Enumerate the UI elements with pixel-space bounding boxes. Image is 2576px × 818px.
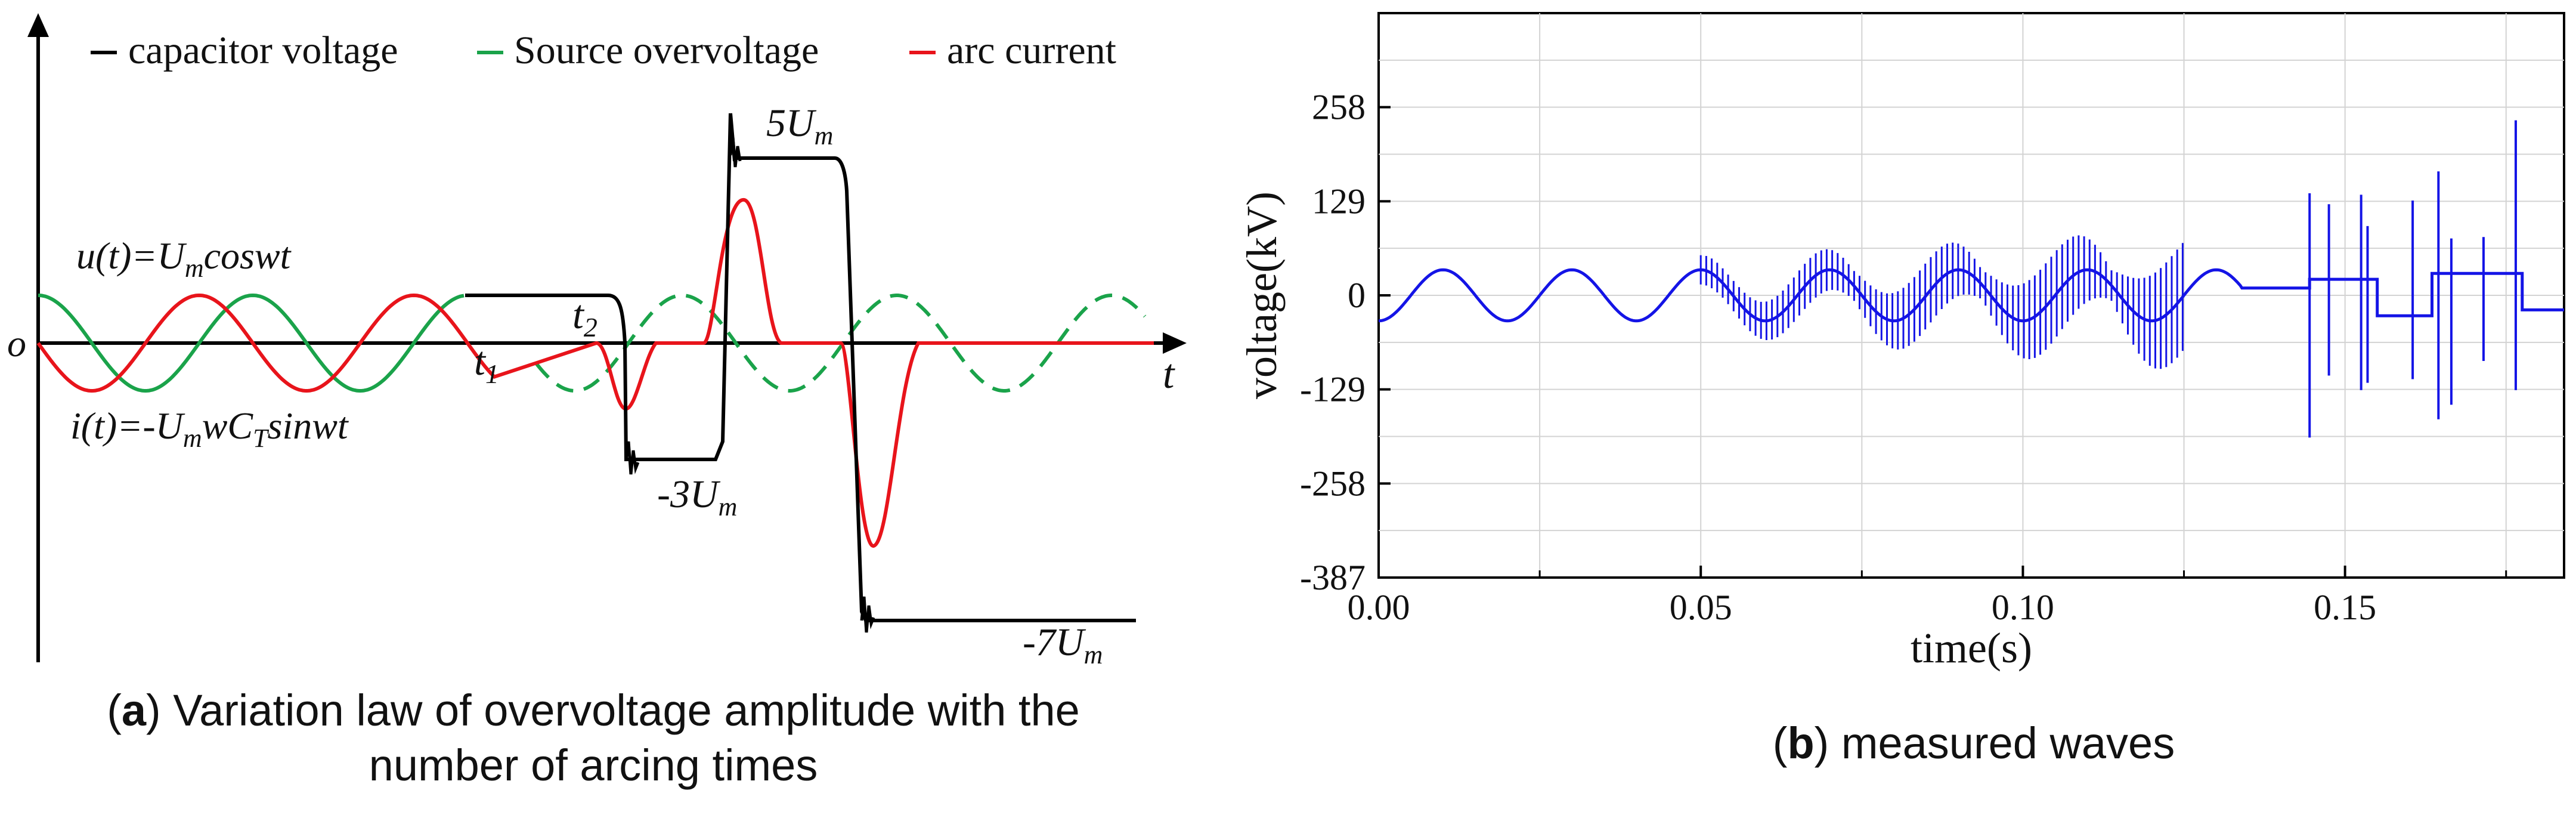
ringing-minus-3	[624, 441, 640, 475]
panel-b-plot: 0.00 0.05 0.10 0.15 258 129 0 -129 -258 -387 time…	[1238, 12, 2565, 672]
label-minus-7um: -7Um	[1023, 621, 1103, 669]
measured-wave-spikes	[1699, 235, 2184, 369]
origin-label: o	[7, 322, 26, 365]
caption-a-text: ) Variation law of overvoltage amplitude…	[146, 686, 1080, 735]
caption-b: (b) measured waves	[1550, 716, 2397, 771]
legend-label-source-overvoltage: Source overvoltage	[514, 29, 819, 72]
capacitor-voltage-line	[465, 113, 1136, 622]
caption-b-text: ) measured waves	[1814, 718, 2175, 768]
measured-wave	[1378, 120, 2564, 438]
y-tick-label: -387	[1300, 558, 1366, 597]
caption-a-letter: a	[121, 686, 147, 735]
caption-a: (a) Variation law of overvoltage amplitu…	[0, 683, 1187, 793]
y-tick-label: -258	[1300, 464, 1366, 503]
label-minus-3um: -3Um	[657, 473, 737, 521]
formula-u: u(t)=Umcoswt	[76, 234, 292, 283]
measured-wave-line	[1378, 268, 2564, 323]
x-axis-title-b: time(s)	[1911, 624, 2032, 672]
ringing-minus-7	[860, 596, 875, 633]
x-tick-label: 0.00	[1348, 588, 1410, 627]
caption-b-open: (	[1772, 718, 1788, 768]
ticks-b: 0.00 0.05 0.10 0.15 258 129 0 -129 -258 -387	[1300, 88, 2507, 627]
t-axis-label: t	[1163, 351, 1175, 397]
x-tick-label: 0.10	[1992, 588, 2054, 627]
grid-b	[1379, 13, 2564, 578]
ringing-5um	[729, 137, 742, 168]
panel-a-plot: capacitor voltage Source overvoltage arc…	[7, 13, 1187, 669]
y-axis-title-b: voltage(kV)	[1238, 192, 1286, 399]
caption-a-open: (	[107, 686, 122, 735]
arc-current-line	[36, 198, 1154, 548]
x-tick-label: 0.05	[1670, 588, 1732, 627]
t2-label: t2	[572, 292, 597, 342]
panel-a-curves	[36, 113, 1154, 633]
t1-label: t1	[474, 338, 499, 389]
y-tick-label: 258	[1312, 88, 1366, 127]
legend-label-arc-current: arc current	[947, 29, 1116, 72]
x-tick-label: 0.15	[2314, 588, 2376, 627]
caption-a-text2: number of arcing times	[369, 740, 818, 790]
y-tick-label: 129	[1312, 181, 1366, 221]
x-axis-arrow-a	[1163, 332, 1187, 354]
source-voltage-dashed	[535, 294, 1147, 393]
source-voltage-solid	[38, 293, 465, 393]
label-5um: 5Um	[766, 101, 833, 150]
y-axis-arrow-a	[27, 13, 49, 37]
caption-b-letter: b	[1787, 718, 1815, 768]
y-tick-label: 0	[1348, 276, 1366, 315]
legend-a: capacitor voltage Source overvoltage arc…	[91, 29, 1116, 72]
legend-label-capacitor-voltage: capacitor voltage	[128, 29, 398, 72]
formula-i: i(t)=-UmwCTsinwt	[70, 405, 349, 453]
y-tick-label: -129	[1300, 370, 1366, 409]
